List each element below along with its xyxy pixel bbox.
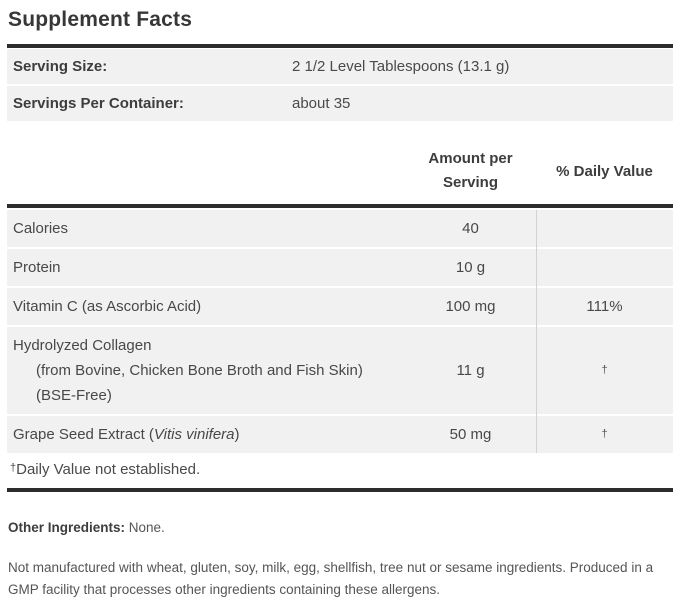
nutrient-amount: 50 mg bbox=[449, 426, 492, 443]
serving-size-row: Serving Size: 2 1/2 Level Tablespoons (1… bbox=[7, 49, 673, 84]
servings-per-container-label: Servings Per Container: bbox=[13, 95, 184, 112]
serving-info-section: Serving Size: 2 1/2 Level Tablespoons (1… bbox=[7, 49, 673, 121]
nutrient-name: Calories bbox=[13, 220, 69, 237]
allergen-statement: Not manufactured with wheat, gluten, soy… bbox=[8, 560, 654, 597]
nutrient-amount: 10 g bbox=[455, 259, 486, 276]
table-row: Grape Seed Extract (Vitis vinifera) 50 m… bbox=[7, 416, 673, 453]
other-ingredients-line: Other Ingredients: None. bbox=[8, 520, 673, 535]
nutrient-daily-value: † bbox=[601, 428, 608, 440]
nutrient-amount: 100 mg bbox=[445, 298, 496, 315]
table-row: Protein 10 g bbox=[7, 249, 673, 286]
table-column-headers: Amount per Serving % Daily Value bbox=[7, 147, 673, 195]
other-ingredients-label: Other Ingredients: bbox=[8, 520, 126, 535]
dagger-symbol: † bbox=[10, 462, 17, 474]
nutrient-name: Grape Seed Extract (Vitis vinifera) bbox=[13, 426, 240, 443]
nutrient-name-main: Hydrolyzed Collagen bbox=[13, 337, 152, 354]
table-row: Hydrolyzed Collagen (from Bovine, Chicke… bbox=[7, 327, 673, 414]
nutrient-daily-value: † bbox=[601, 364, 608, 376]
nutrient-name: Vitamin C (as Ascorbic Acid) bbox=[13, 298, 202, 315]
amount-per-serving-header: Amount per Serving bbox=[428, 150, 513, 191]
table-row: Calories 40 bbox=[7, 210, 673, 247]
nutrient-name: Hydrolyzed Collagen (from Bovine, Chicke… bbox=[7, 333, 405, 408]
daily-value-header: % Daily Value bbox=[556, 162, 653, 180]
table-top-bar bbox=[7, 204, 673, 208]
nutrient-amount: 11 g bbox=[456, 362, 485, 379]
nutrient-daily-value: 111% bbox=[586, 298, 623, 315]
daily-value-footnote: †Daily Value not established. bbox=[10, 461, 201, 478]
nutrient-name: Protein bbox=[13, 259, 61, 276]
serving-size-label: Serving Size: bbox=[13, 58, 108, 75]
nutrient-table: Calories 40 Protein 10 g Vitamin C (as A… bbox=[7, 210, 673, 453]
nutrient-name-detail: (from Bovine, Chicken Bone Broth and Fis… bbox=[36, 362, 363, 404]
bottom-divider-bar bbox=[7, 488, 673, 492]
nutrient-amount: 40 bbox=[462, 220, 479, 237]
page-title: Supplement Facts bbox=[8, 8, 193, 31]
column-divider-line bbox=[536, 210, 537, 453]
serving-size-value: 2 1/2 Level Tablespoons (13.1 g) bbox=[292, 58, 510, 75]
table-row: Vitamin C (as Ascorbic Acid) 100 mg 111% bbox=[7, 288, 673, 325]
other-ingredients-value: None. bbox=[125, 520, 165, 535]
top-divider-bar bbox=[7, 44, 673, 48]
servings-per-container-value: about 35 bbox=[292, 95, 351, 112]
botanical-name: Vitis vinifera bbox=[153, 426, 235, 443]
servings-per-container-row: Servings Per Container: about 35 bbox=[7, 86, 673, 121]
